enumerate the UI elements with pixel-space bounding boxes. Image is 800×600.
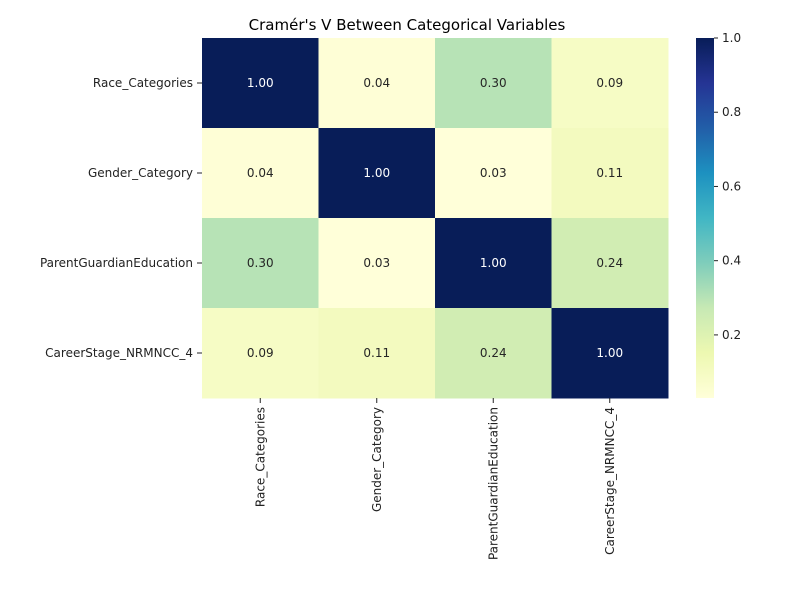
heatmap-cell	[551, 308, 669, 399]
colorbar-tick-label: 0.4	[722, 254, 741, 268]
colorbar-tick-label: 1.0	[722, 31, 741, 45]
heatmap-cell	[551, 128, 669, 219]
heatmap-cell	[435, 308, 552, 399]
y-tick-label: ParentGuardianEducation	[40, 256, 193, 270]
colorbar: 0.2 0.4 0.6 0.8 1.0	[696, 31, 741, 398]
cell-value-label: 0.09	[596, 76, 623, 90]
cell-value-label: 0.04	[247, 166, 274, 180]
x-tick-label: Race_Categories	[253, 407, 267, 507]
cell-value-label: 0.11	[596, 166, 623, 180]
heatmap-cell	[551, 38, 669, 129]
cell-value-label: 0.30	[247, 256, 274, 270]
cell-value-label: 1.00	[363, 166, 390, 180]
heatmap-cell	[318, 218, 436, 309]
cell-value-label: 0.11	[363, 346, 390, 360]
heatmap-cell	[202, 218, 319, 309]
cell-value-label: 0.24	[596, 256, 623, 270]
cell-value-label: 0.04	[363, 76, 390, 90]
cell-value-label: 1.00	[596, 346, 623, 360]
heatmap-cell	[202, 128, 319, 219]
cell-value-label: 0.09	[247, 346, 274, 360]
heatmap-cell	[202, 38, 319, 129]
y-tick-label: Gender_Category	[88, 166, 193, 180]
heatmap-cell	[202, 308, 319, 399]
heatmap-cell	[435, 38, 552, 129]
colorbar-tick-label: 0.2	[722, 328, 741, 342]
heatmap-cell	[435, 128, 552, 219]
cell-value-label: 1.00	[247, 76, 274, 90]
cell-value-label: 1.00	[480, 256, 507, 270]
heatmap-cell	[435, 218, 552, 309]
cell-value-label: 0.30	[480, 76, 507, 90]
colorbar-tick-label: 0.6	[722, 179, 741, 193]
y-tick-label: Race_Categories	[93, 76, 193, 90]
heatmap-cell	[318, 308, 436, 399]
heatmap-cell	[318, 128, 436, 219]
heatmap-cell	[318, 38, 436, 129]
x-tick-label: ParentGuardianEducation	[486, 407, 500, 560]
x-tick-label: CareerStage_NRMNCC_4	[603, 407, 617, 555]
cell-value-label: 0.03	[363, 256, 390, 270]
colorbar-tick-label: 0.8	[722, 105, 741, 119]
heatmap-cells: 1.00 0.04 0.30 0.09 0.04 1.00 0.03 0.11 0.30 0.03…	[202, 38, 669, 399]
heatmap-cell	[551, 218, 669, 309]
cell-value-label: 0.03	[480, 166, 507, 180]
colorbar-gradient	[696, 38, 714, 398]
cell-value-label: 0.24	[480, 346, 507, 360]
x-tick-labels: Race_Categories Gender_Category ParentGuar…	[253, 398, 617, 560]
y-tick-labels: Race_Categories Gender_Category ParentGuar…	[40, 76, 202, 360]
y-tick-label: CareerStage_NRMNCC_4	[45, 346, 193, 360]
x-tick-label: Gender_Category	[370, 407, 384, 512]
chart-title: Cramér's V Between Categorical Variables	[249, 16, 566, 34]
